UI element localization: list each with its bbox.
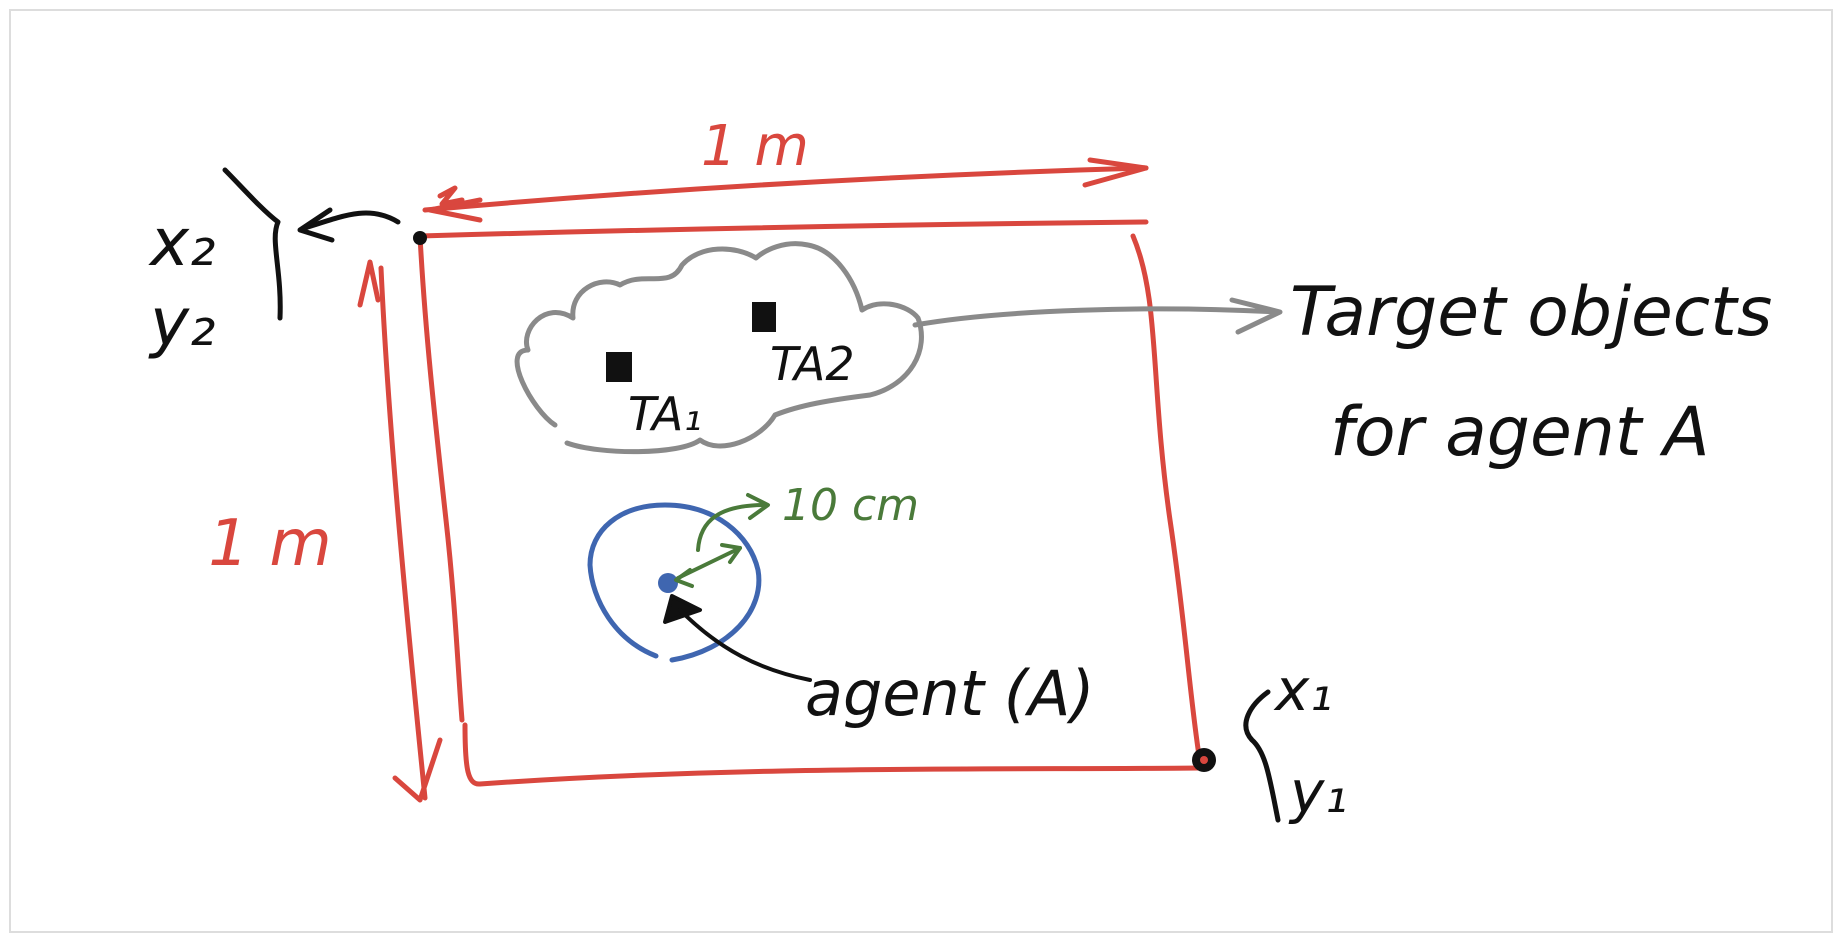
cloud-pointer-arrow	[912, 297, 1283, 335]
card-border	[9, 9, 1833, 933]
sensing-radius-label: 10 cm	[782, 480, 919, 531]
targets-description-line-2: for agent A	[1330, 393, 1710, 472]
arena-bottom-edge	[462, 722, 1203, 787]
target-object-1	[606, 352, 632, 382]
corner-top-left-y: y₂	[148, 284, 216, 361]
target-object-2	[752, 302, 776, 332]
corner-bottom-right-x: x₁	[1273, 656, 1333, 724]
corner-bottom-right-y: y₁	[1288, 758, 1348, 826]
width-label: 1 m	[701, 114, 809, 179]
arena-top-edge	[417, 219, 1149, 239]
agent-sensing-circle	[587, 502, 762, 663]
brace-bottom-right	[1243, 689, 1281, 823]
top-left-corner-annotation	[222, 167, 401, 321]
corner-point-bottom-right-core	[1200, 756, 1208, 764]
corner-top-left-x: x₂	[148, 204, 216, 281]
bottom-right-corner-annotation	[1243, 689, 1281, 823]
arena-right-edge	[1130, 233, 1203, 765]
targets-description-line-1: Target objects	[1290, 273, 1772, 352]
arena-left-edge	[417, 233, 465, 723]
pointer-arrow-top-left	[302, 210, 401, 231]
target-2-label: TA2	[770, 337, 855, 391]
radius-arrow	[674, 493, 770, 588]
agent-label: agent (A)	[805, 657, 1095, 730]
height-label: 1 m	[208, 507, 331, 581]
brace-top-left	[222, 167, 283, 321]
agent-position-dot	[658, 573, 678, 593]
width-dimension-arrow	[422, 157, 1149, 223]
arena-boundary	[417, 219, 1203, 787]
target-1-label: TA₁	[628, 387, 702, 441]
target-cloud	[514, 241, 924, 455]
height-dimension-arrow	[357, 259, 443, 803]
corner-point-top-left	[413, 231, 427, 245]
agent-pointer	[663, 594, 812, 682]
